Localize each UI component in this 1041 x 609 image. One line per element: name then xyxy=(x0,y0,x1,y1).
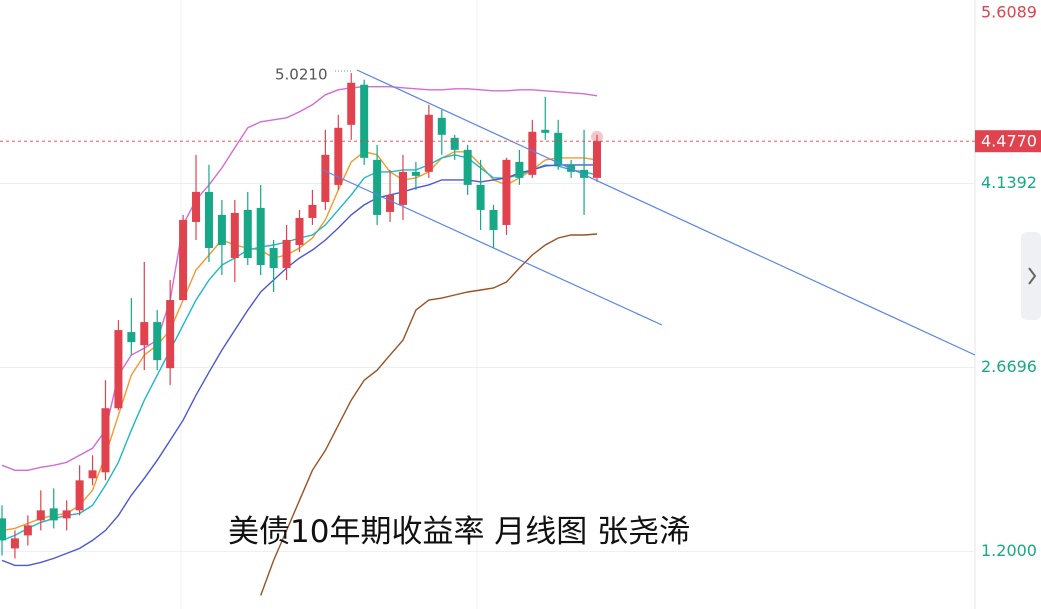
candle-body xyxy=(424,114,433,172)
candle-body xyxy=(541,129,550,133)
last-price-box xyxy=(975,130,1041,153)
candle-body xyxy=(192,191,201,222)
candle-body xyxy=(166,300,175,369)
candle-body xyxy=(593,141,601,178)
candle-body xyxy=(463,149,472,185)
chevron-icon xyxy=(1028,267,1037,285)
y-tick-label: 5.6089 xyxy=(981,3,1037,22)
candle-body xyxy=(140,322,149,346)
side-tab[interactable] xyxy=(1021,232,1041,320)
candle-body xyxy=(295,217,304,245)
candle-body xyxy=(398,171,407,205)
y-tick-label: 2.6696 xyxy=(981,357,1037,376)
candle-body xyxy=(554,132,563,165)
candle-body xyxy=(411,171,420,176)
candle-body xyxy=(347,82,356,125)
candle-body xyxy=(49,508,58,521)
candle-body xyxy=(489,209,498,230)
candle-body xyxy=(528,131,537,175)
candle-body xyxy=(321,154,330,202)
candle-body xyxy=(36,510,45,521)
candle-body xyxy=(386,194,395,212)
candle-body xyxy=(256,207,265,266)
candle-body xyxy=(23,525,32,536)
candle-body xyxy=(75,480,84,511)
candle-body xyxy=(62,510,71,519)
candle-body xyxy=(217,214,226,245)
trend-line xyxy=(356,69,976,356)
candle-body xyxy=(373,159,382,215)
candle-body xyxy=(0,518,6,541)
candle-body xyxy=(437,117,446,135)
ma-line xyxy=(1,86,598,471)
y-tick-label: 1.2000 xyxy=(981,541,1037,560)
candle-body xyxy=(476,184,485,210)
candle-body xyxy=(502,159,511,225)
candle-body xyxy=(515,161,524,178)
candle-body xyxy=(230,212,239,258)
trend-line xyxy=(322,169,663,326)
last-price-label: 4.4770 xyxy=(981,132,1037,151)
high-annotation: 5.0210 xyxy=(275,66,328,84)
candle-body xyxy=(179,219,188,301)
ma-line xyxy=(1,164,597,567)
candle-body xyxy=(101,408,110,473)
candle-body xyxy=(282,239,291,269)
candle-body xyxy=(153,322,162,361)
last-price-dot xyxy=(591,130,603,143)
candle-body xyxy=(450,137,459,150)
ma-line xyxy=(260,233,598,596)
candle-body xyxy=(10,538,19,549)
candle-body xyxy=(127,332,136,343)
candle-body xyxy=(114,330,123,409)
candle-body xyxy=(334,127,343,185)
candle-body xyxy=(580,169,589,178)
candle-body xyxy=(308,204,317,218)
candle-body xyxy=(88,470,97,479)
y-tick-label: 4.1392 xyxy=(981,173,1037,192)
candle-body xyxy=(360,84,369,158)
candle-body xyxy=(269,247,278,269)
chart-title: 美债10年期收益率 月线图 张尧浠 xyxy=(228,514,690,550)
candle-body xyxy=(243,209,252,258)
candle-body xyxy=(204,191,213,248)
